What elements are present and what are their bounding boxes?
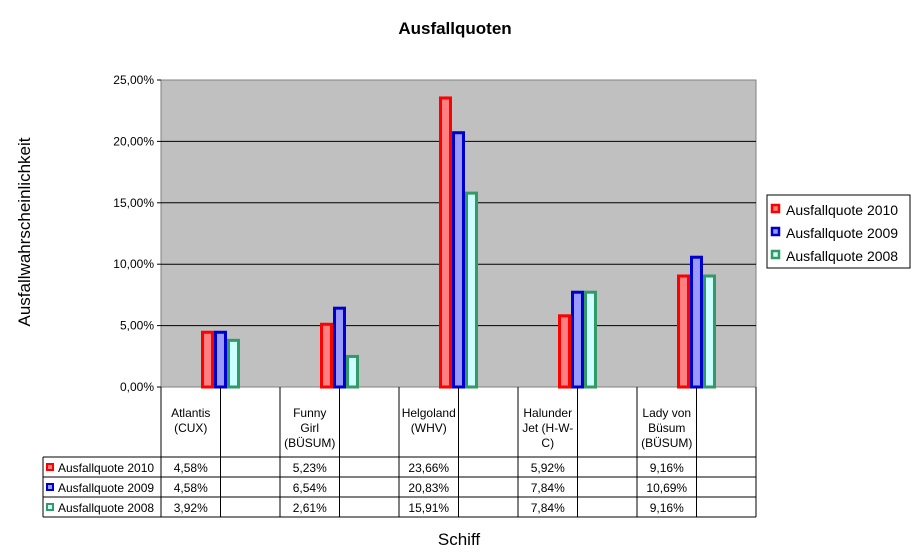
table-legend-key [46,503,54,511]
table-value: 5,23% [293,461,327,475]
category-label: Lady von Büsum (BÜSUM) [641,406,692,450]
bar [201,330,214,389]
table-series-name: Ausfallquote 2009 [58,481,154,495]
table-value: 9,16% [650,461,684,475]
y-tick-label: 25,00% [113,73,154,87]
table-legend-key [46,463,54,471]
y-tick-label: 20,00% [113,134,154,148]
table-value: 4,58% [174,461,208,475]
table-value: 5,92% [531,461,565,475]
table-legend-key [46,483,54,491]
bar [584,290,597,389]
bar [677,274,690,389]
bar [227,338,240,389]
table-series-name: Ausfallquote 2010 [58,461,154,475]
bars [201,96,716,389]
legend-entries: Ausfallquote 2010 Ausfallquote 2009 Ausfal… [770,202,898,264]
category-label: Funny Girl (BÜSUM) [284,406,335,450]
table-value: 7,84% [531,501,565,515]
y-tick-labels: 0,00% 5,00% 10,00% 15,00% 20,00% 25,00% [113,73,154,394]
table-value: 9,16% [650,501,684,515]
chart-title: Ausfallquoten [398,19,511,38]
bar [571,290,584,389]
y-axis-label: Ausfallwahrscheinlichkeit [15,137,34,326]
table-value: 10,69% [646,481,687,495]
legend-swatch [770,226,781,237]
table-value: 23,66% [408,461,449,475]
table-value: 20,83% [408,481,449,495]
legend-swatch [770,203,781,214]
table-value: 6,54% [293,481,327,495]
bar [558,314,571,389]
bar [320,322,333,389]
bar [439,96,452,389]
table-value: 3,92% [174,501,208,515]
category-label: Halunder Jet (H-W-C) [522,406,573,450]
table-value: 7,84% [531,481,565,495]
bar [703,274,716,389]
category-label: Helgoland (WHV) [402,406,456,435]
y-tick-label: 10,00% [113,257,154,271]
table-value: 2,61% [293,501,327,515]
legend-swatch [770,249,781,260]
bar [465,191,478,389]
legend-label: Ausfallquote 2010 [786,202,898,218]
bar [333,306,346,389]
y-tick-label: 15,00% [113,196,154,210]
legend [766,194,911,269]
bar [690,255,703,389]
x-axis-label: Schiff [438,530,480,549]
data-table: Atlantis (CUX) Funny Girl (BÜSUM) Helgoland (W… [42,387,757,518]
y-tick-label: 0,00% [120,380,154,394]
legend-label: Ausfallquote 2009 [786,225,898,241]
bar [452,131,465,389]
table-value: 15,91% [408,501,449,515]
y-tick-label: 5,00% [120,319,154,333]
category-label: Atlantis (CUX) [171,406,210,435]
legend-label: Ausfallquote 2008 [786,248,898,264]
bar [346,354,359,389]
bar [214,330,227,389]
table-value: 4,58% [174,481,208,495]
table-series-name: Ausfallquote 2008 [58,501,154,515]
